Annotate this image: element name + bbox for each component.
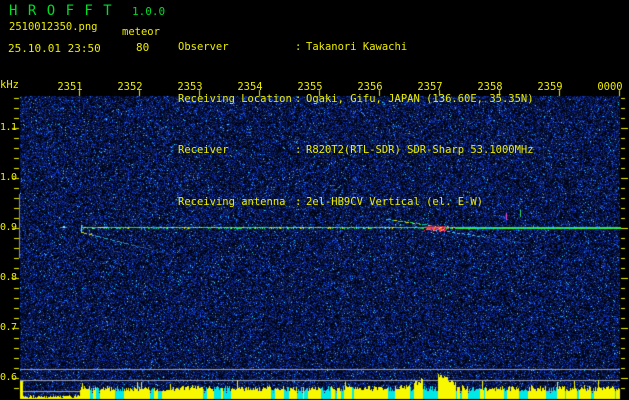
info-value: Takanori Kawachi [306,41,408,53]
freq-tick-label: 0.6 [0,372,17,383]
info-colon: : [295,41,302,53]
time-tick-label: 2356 [357,81,383,93]
station-info: Observer : Takanori Kawachi Receiving Lo… [178,3,628,247]
filename: 2510012350.png [9,21,98,33]
info-value: Ogaki, Gifu, JAPAN (136.60E, 35.35N) [306,92,534,105]
info-label: Observer [178,41,229,53]
time-tick-label: 2351 [57,81,83,93]
freq-axis-unit: kHz [0,79,19,91]
info-row-receiver: Receiver : R820T2(RTL-SDR) SDR-Sharp 53.… [178,144,628,158]
freq-tick-label: 1.1 [0,122,17,133]
info-value: 2el-HB9CV Vertical (el. E-W) [306,195,484,208]
time-tick-label: 2354 [237,81,263,93]
info-row-location: Receiving Location : Ogaki, Gifu, JAPAN … [178,93,628,107]
app-title: H R O F F T [9,3,113,19]
info-colon: : [295,195,302,208]
time-tick-label: 2353 [177,81,203,93]
info-colon: : [295,144,302,157]
info-label: Receiver [178,144,229,157]
info-colon: : [295,92,302,105]
time-tick-label: 0000 [597,81,623,93]
datetime: 25.10.01 23:50 [8,42,101,55]
info-label: Receiving Location [178,92,292,105]
info-label: Receiving antenna [178,195,286,208]
time-tick-label: 2352 [117,81,143,93]
freq-tick-label: 0.9 [0,222,17,233]
meteor-count: 80 [136,41,150,54]
time-tick-label: 2355 [297,81,323,93]
freq-tick-label: 0.8 [0,272,17,283]
time-tick-label: 2359 [537,81,563,93]
time-tick-label: 2357 [417,81,443,93]
mode-label: meteor [122,26,160,38]
app-version: 1.0.0 [132,5,166,18]
info-value: R820T2(RTL-SDR) SDR-Sharp 53.1000MHz [306,144,534,157]
info-row-antenna: Receiving antenna : 2el-HB9CV Vertical (… [178,196,628,210]
freq-tick-label: 0.7 [0,322,17,333]
time-tick-label: 2358 [477,81,503,93]
info-row-observer: Observer : Takanori Kawachi [178,41,628,55]
freq-tick-label: 1.0 [0,172,17,183]
